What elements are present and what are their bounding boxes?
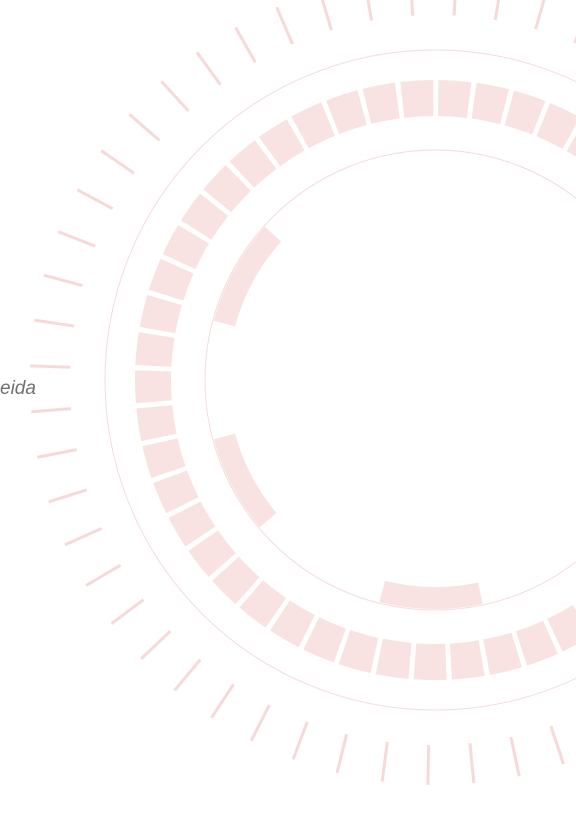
caption: eida [0, 378, 36, 400]
tick [197, 52, 221, 84]
tick [337, 734, 347, 773]
tick [211, 684, 233, 717]
decorative-dial [0, 0, 576, 827]
tick [470, 743, 474, 783]
tick [428, 745, 429, 785]
tick [34, 320, 74, 326]
tick [365, 0, 372, 21]
tick [141, 631, 170, 659]
tick [49, 490, 87, 502]
tick [31, 409, 71, 412]
inner-arcs [224, 234, 576, 598]
tick [293, 722, 307, 759]
tick [277, 7, 293, 44]
tick [536, 0, 547, 29]
tick [112, 600, 144, 624]
arc-segment [224, 234, 273, 323]
tick [410, 0, 412, 16]
outer-thin-ring [105, 50, 576, 710]
tick [511, 737, 519, 776]
tick [161, 81, 188, 110]
tick [495, 0, 502, 20]
tick [320, 0, 331, 30]
tick [382, 742, 387, 782]
segmented-ring [153, 98, 576, 662]
tick [30, 366, 70, 367]
tick [454, 0, 456, 16]
tick [236, 28, 256, 63]
tick [77, 190, 112, 209]
tick [129, 114, 159, 140]
arc-segment [224, 436, 268, 520]
arc-segment [382, 592, 480, 598]
tick [44, 275, 83, 285]
tick [175, 660, 201, 691]
tick [58, 232, 95, 247]
page: eida [0, 0, 576, 827]
tick [37, 450, 76, 458]
tick [551, 726, 564, 764]
tick [65, 528, 102, 544]
tick [86, 565, 120, 585]
inner-thin-ring [205, 150, 576, 610]
tick [251, 705, 269, 741]
tick [101, 151, 134, 174]
